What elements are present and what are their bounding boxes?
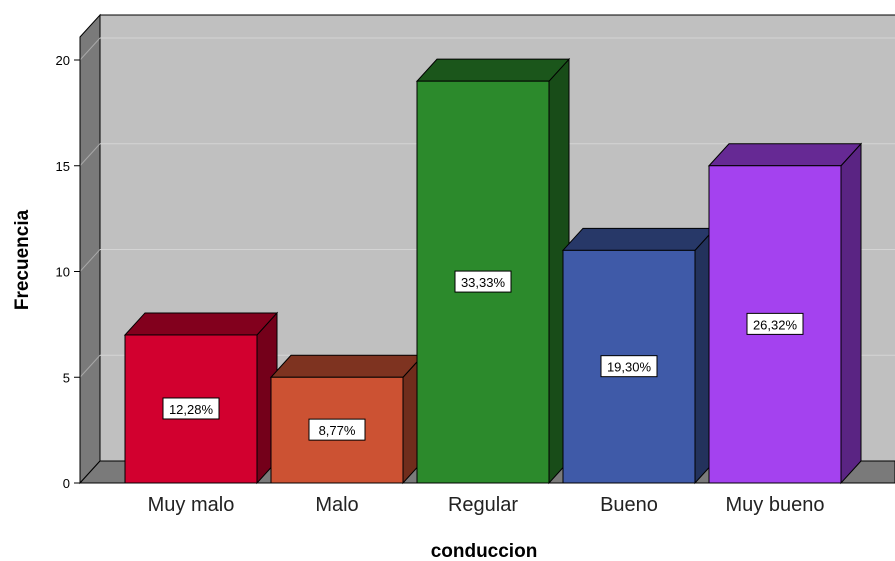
bar-top	[561, 227, 717, 251]
bar-side	[840, 142, 862, 485]
y-tick-label: 15	[56, 159, 70, 174]
gridline-side	[79, 37, 101, 61]
y-axis-title: Frecuencia	[12, 209, 33, 310]
x-tick-label: Bueno	[600, 494, 658, 516]
bar-top	[123, 312, 279, 336]
data-label: 26,32%	[746, 312, 804, 335]
bar-top	[415, 58, 571, 82]
data-label-text: 8,77%	[319, 423, 356, 438]
bar-top	[269, 354, 425, 378]
side-wall	[79, 13, 101, 485]
y-tick-label: 10	[56, 265, 70, 280]
data-label-box	[162, 397, 220, 420]
data-labels: 12,28% 8,77% 33,33% 19,30% 26,32%	[162, 270, 804, 441]
data-label: 8,77%	[308, 418, 366, 441]
data-label-box	[746, 312, 804, 335]
data-label-text: 19,30%	[607, 360, 652, 375]
x-axis-title: conduccion	[431, 541, 538, 561]
data-label: 33,33%	[454, 270, 512, 293]
x-tick-label: Malo	[315, 494, 358, 516]
data-label-text: 33,33%	[461, 275, 506, 290]
x-tick-label: Regular	[448, 494, 518, 516]
data-label: 19,30%	[600, 355, 658, 378]
x-tick-label: Muy bueno	[726, 494, 825, 516]
y-tick-label: 0	[63, 476, 70, 491]
bars	[123, 57, 863, 485]
data-label-box	[600, 355, 658, 378]
gridline-side	[79, 249, 101, 272]
y-tick-label: 20	[56, 53, 70, 68]
gridline-side	[79, 354, 101, 378]
bar-top	[707, 143, 863, 167]
data-label-box	[308, 418, 366, 441]
data-label: 12,28%	[162, 397, 220, 420]
gridline-side	[79, 143, 101, 167]
x-axis-categories: Muy malo Malo Regular Bueno Muy bueno	[148, 494, 825, 516]
data-label-text: 12,28%	[169, 402, 214, 417]
y-axis: 0 5 10 15 20	[56, 37, 81, 491]
y-tick-label: 5	[63, 370, 70, 385]
data-label-box	[454, 270, 512, 293]
x-tick-label: Muy malo	[148, 494, 235, 516]
data-label-text: 26,32%	[753, 317, 798, 332]
